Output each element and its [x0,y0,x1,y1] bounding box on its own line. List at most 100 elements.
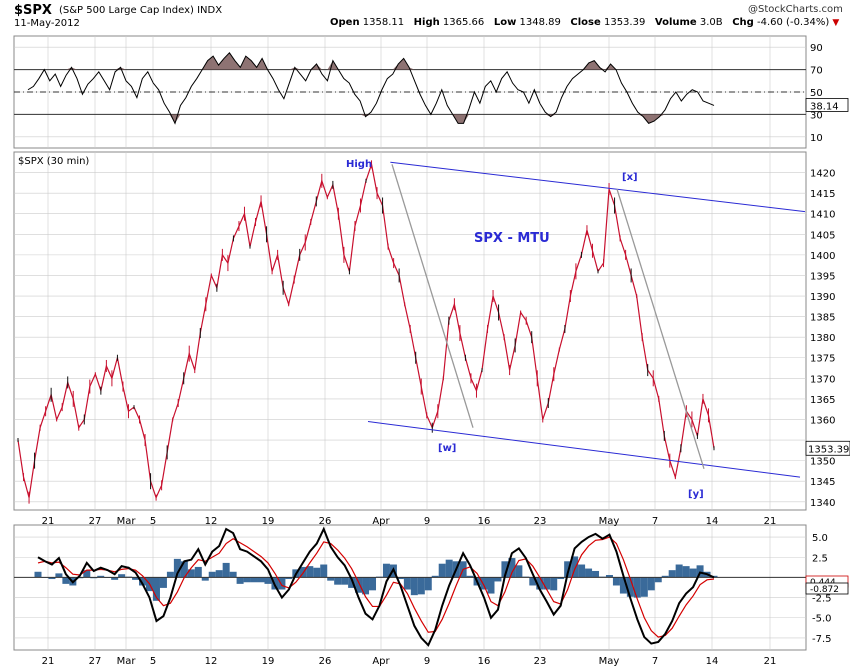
macd-histogram-bar [438,563,446,578]
x-tick-label-price: 19 [262,516,275,527]
macd-histogram-bar [689,568,697,578]
instrument-full-name: (S&P 500 Large Cap Index) [59,5,194,16]
x-tick-label-price: 16 [478,516,491,527]
price-tick-label: 1375 [810,354,835,365]
macd-tick-label: 5.0 [812,533,828,544]
x-tick-label-price: 7 [652,516,658,527]
macd-histogram-bar [431,575,439,578]
x-tick-label-macd: May [599,656,620,667]
macd-histogram-bar [410,577,418,596]
x-tick-label-macd: Apr [372,656,390,667]
macd-histogram-bar [585,568,593,578]
macd-histogram-bar [654,577,662,583]
macd-histogram-bar [612,577,620,586]
macd-histogram-bar [564,561,572,578]
rsi-last-value-label: 38.14 [810,101,839,112]
x-tick-label-macd: 7 [652,656,658,667]
macd-histogram-bar [494,577,502,582]
macd-histogram-bar [480,577,488,590]
price-tick-label: 1350 [810,457,835,468]
rsi-last-value-box [805,98,849,112]
macd-tick-label: -5.0 [812,614,832,625]
signal-last-value-box [805,582,849,595]
x-tick-label-price: 26 [319,516,332,527]
macd-histogram-bar [355,577,363,593]
high-value: 1365.66 [442,17,485,28]
price-annotation-1: [x] [622,172,638,183]
macd-histogram-bar [222,562,230,578]
macd-histogram-bar [619,577,627,594]
x-tick-label-price: 21 [42,516,55,527]
price-annotation-3: [y] [688,489,704,500]
rsi-tick-label: 90 [810,43,823,54]
x-tick-label-price: 27 [89,516,102,527]
macd-histogram-bar [424,577,432,591]
x-tick-label-macd: 27 [89,656,102,667]
x-tick-label-price: 14 [706,516,719,527]
rsi-line [27,52,715,125]
macd-histogram-bar [403,577,411,590]
macd-signal-line [37,536,715,638]
macd-histogram-bar [180,561,188,578]
macd-histogram-bar [264,577,272,584]
macd-histogram-bar [508,558,516,578]
price-tick-label: 1365 [810,395,835,406]
x-tick-label-price: 21 [764,516,777,527]
close-value: 1353.39 [603,17,646,28]
macd-histogram-bar [362,577,370,595]
price-tick-label: 1410 [810,210,835,221]
macd-histogram-bar [48,577,56,580]
change-value: -4.60 (-0.34%) [757,17,830,28]
macd-histogram-bar [626,577,634,597]
macd-histogram-bar [557,577,565,580]
macd-histogram-bar [661,575,669,578]
macd-histogram-bar [299,566,307,578]
macd-histogram-bar [487,577,495,594]
instrument-name: (S&P 500 Large Cap Index) INDX [59,5,222,16]
x-tick-label-macd: 9 [424,656,430,667]
price-panel-title: SPX - MTU [474,231,550,246]
macd-tick-label: -2.5 [812,594,832,605]
x-tick-label-price: 5 [150,516,156,527]
macd-histogram-bar [139,577,147,586]
macd-histogram-bar [640,577,648,597]
macd-histogram-bar [536,577,544,590]
macd-histogram-bar [34,571,42,578]
macd-histogram-bar [341,577,349,585]
macd-histogram-bar [173,558,181,578]
rsi-tick-label: 50 [810,88,823,99]
price-tick-label: 1415 [810,189,835,200]
down-triangle-icon: ▼ [832,18,840,28]
macd-histogram-bar [166,571,174,578]
macd-histogram-bar [605,575,613,578]
macd-histogram-bar [236,577,244,584]
macd-histogram-bar [682,566,690,578]
quote-summary: Open 1358.11 High 1365.66 Low 1348.89 Cl… [330,17,839,28]
price-tick-label: 1345 [810,477,835,488]
macd-histogram-bar [55,573,63,578]
price-tick-label: 1385 [810,313,835,324]
open-value: 1358.11 [362,17,405,28]
macd-histogram-bar [257,577,265,583]
x-tick-label-macd: 16 [478,656,491,667]
rsi-tick-label: 70 [810,66,823,77]
macd-histogram-bar [201,577,209,581]
macd-histogram-bar [578,564,586,578]
macd-histogram-bar [417,577,425,595]
price-last-value-box [805,440,850,456]
macd-histogram-bar [152,577,160,601]
macd-histogram-bar [327,577,335,581]
macd-tick-label: 2.5 [812,553,828,564]
signal-last-value-label: -0.872 [810,585,839,595]
brand-watermark: @StockCharts.com [748,4,843,15]
macd-histogram-bar [215,570,223,578]
x-tick-label-price: May [599,516,620,527]
low-label: Low [493,17,517,28]
macd-histogram-bar [132,577,140,580]
price-tick-label: 1340 [810,498,835,509]
price-annotation-2: [w] [438,443,456,454]
x-tick-label-macd: Mar [117,656,137,667]
symbol-label: $SPX [14,3,52,18]
price-annotation-0: High [346,159,372,170]
macd-histogram-bar [313,567,321,578]
